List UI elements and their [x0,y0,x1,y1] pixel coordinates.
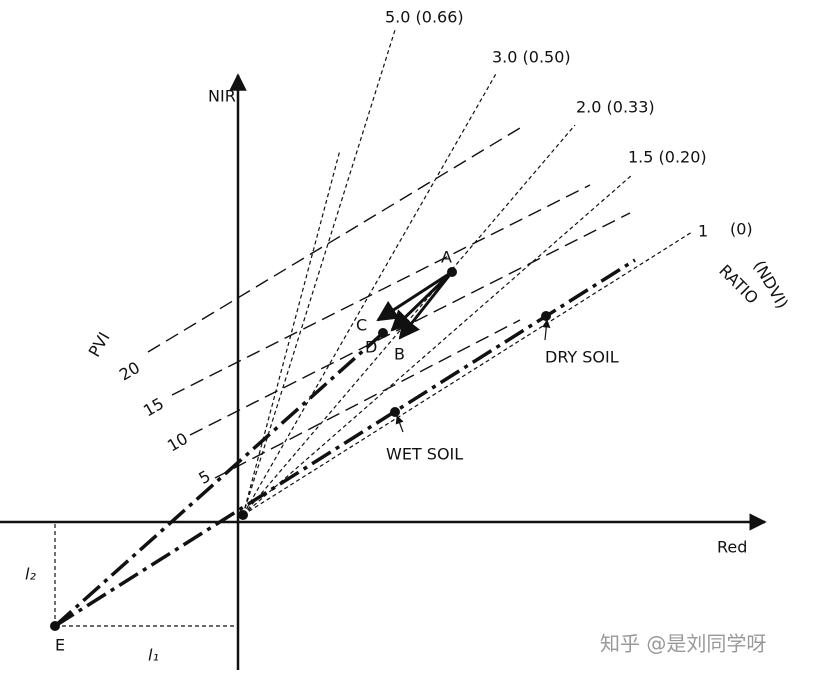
point [378,328,388,338]
axis-label: NIR [208,87,236,106]
pvi-line [214,319,521,479]
axis-label: Red [717,538,747,557]
soil-line [53,331,385,628]
ratio-label: 1 [698,222,708,241]
pointer [542,319,551,341]
point [541,311,551,321]
soil-label: WET SOIL [386,445,463,464]
point-label: A [441,248,452,267]
ratio-line [242,231,693,516]
point [50,621,60,631]
ratio-label: 1.5 (0.20) [628,148,707,167]
ratio-line [242,29,396,516]
point-label: B [394,345,405,364]
point-label: E [55,636,65,655]
ratio-label: 3.0 (0.50) [492,48,571,67]
point-label: C [356,316,367,335]
ratio-line [242,149,341,516]
distance-label: l₁ [148,646,159,665]
soil-label: DRY SOIL [545,348,619,367]
pvi-line [189,212,631,436]
pvi-label: 20 [116,358,143,385]
ratio-line [242,71,498,516]
arrow [376,270,453,322]
point [238,510,248,520]
ratio-label: 2.0 (0.33) [576,98,655,117]
point-label: D [365,338,377,357]
ratio-line [242,174,633,516]
soil-line [54,258,636,628]
ratio-label: (0) [730,220,753,239]
distance-label: l₂ [25,565,36,584]
arrow [398,271,454,340]
watermark: 知乎 @是刘同学呀 [600,632,766,656]
point [390,407,400,417]
points [50,267,551,631]
pvi-line [147,127,521,353]
pvi-title: PVI [85,329,114,360]
pointer [395,415,404,433]
pvi-label: 10 [164,429,191,456]
ratio-line [242,124,576,516]
pvi-line [171,184,591,396]
pvi-label: 15 [140,394,167,421]
ratio-label: 5.0 (0.66) [385,8,464,27]
ndvi-label: (NDVI) [750,257,793,312]
point [447,267,457,277]
pvi-lines [147,127,631,479]
